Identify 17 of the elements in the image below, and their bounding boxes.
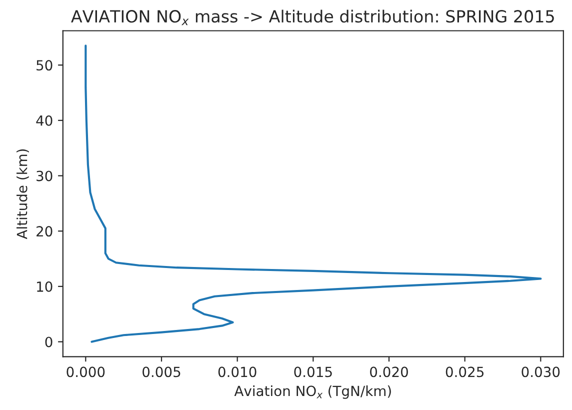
x-tick-label: 0.000	[66, 366, 105, 378]
x-tick-label: 0.025	[446, 366, 484, 378]
x-tick-label: 0.010	[218, 366, 256, 378]
y-tick-label: 40	[36, 115, 52, 126]
x-tick-label: 0.015	[294, 366, 332, 378]
y-tick-label: 10	[37, 281, 52, 292]
x-tick-label: 0.020	[370, 366, 408, 378]
y-tick-label: 30	[36, 170, 52, 182]
x-tick-label: 0.005	[142, 366, 180, 378]
y-axis-title: Altitude (km)	[16, 149, 29, 240]
chart-title: AVIATION NO$_{x}$ mass -> Altitude distribution: SPRING 2015	[71, 10, 554, 26]
y-tick-label: 50	[36, 60, 52, 71]
x-tick-label: 0.030	[522, 366, 560, 378]
y-tick-label: 0	[45, 336, 52, 348]
x-axis-title: Aviation NO$_{x}$ (TgN/km)	[234, 385, 391, 399]
y-tick-label: 20	[36, 226, 52, 237]
line-series	[84, 44, 542, 343]
